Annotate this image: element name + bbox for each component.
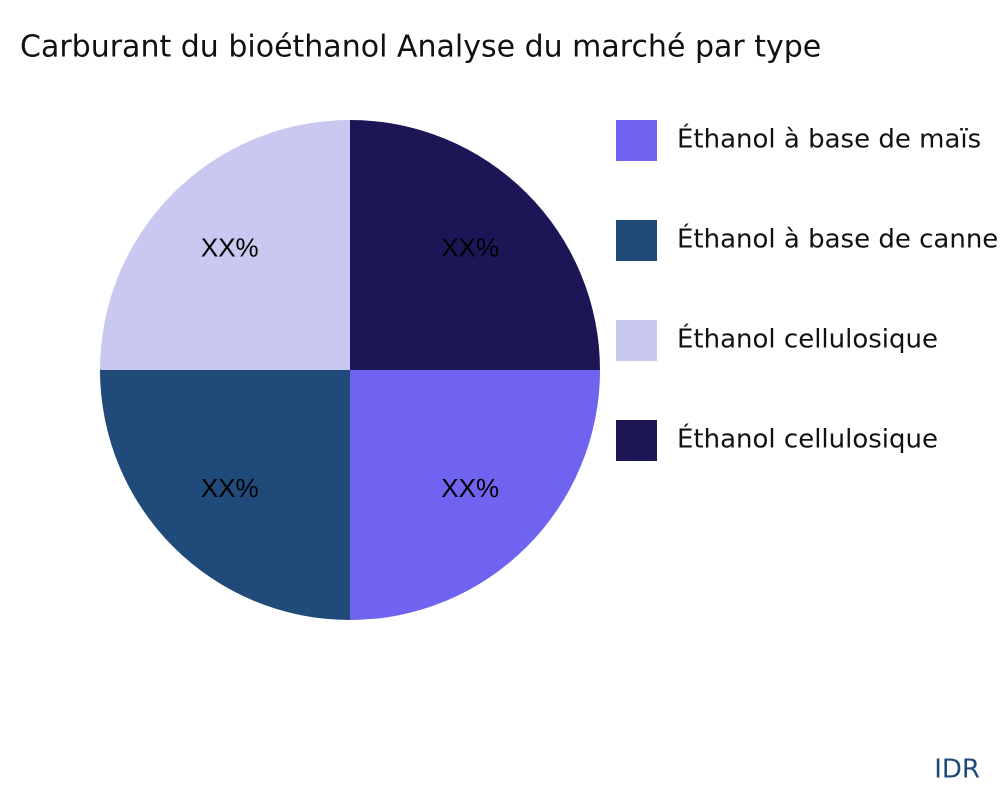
slice-label: XX%	[201, 473, 259, 503]
watermark: IDR	[934, 755, 980, 785]
chart-title: Carburant du bioéthanol Analyse du march…	[20, 30, 821, 65]
pie-slice	[100, 120, 350, 370]
pie-slice	[350, 370, 600, 620]
legend-swatch	[616, 420, 657, 461]
legend-swatch	[616, 120, 657, 161]
legend-label: Éthanol cellulosique	[677, 423, 938, 455]
slice-label: XX%	[441, 473, 499, 503]
legend-swatch	[616, 220, 657, 261]
slice-label: XX%	[201, 233, 259, 263]
legend-swatch	[616, 320, 657, 361]
legend-label: Éthanol à base de maïs	[677, 123, 981, 155]
pie-slice	[350, 120, 600, 370]
slice-label: XX%	[441, 233, 499, 263]
legend-label: Éthanol à base de canne à sucre	[677, 223, 1000, 255]
legend-label: Éthanol cellulosique	[677, 323, 938, 355]
pie-slice	[100, 370, 350, 620]
